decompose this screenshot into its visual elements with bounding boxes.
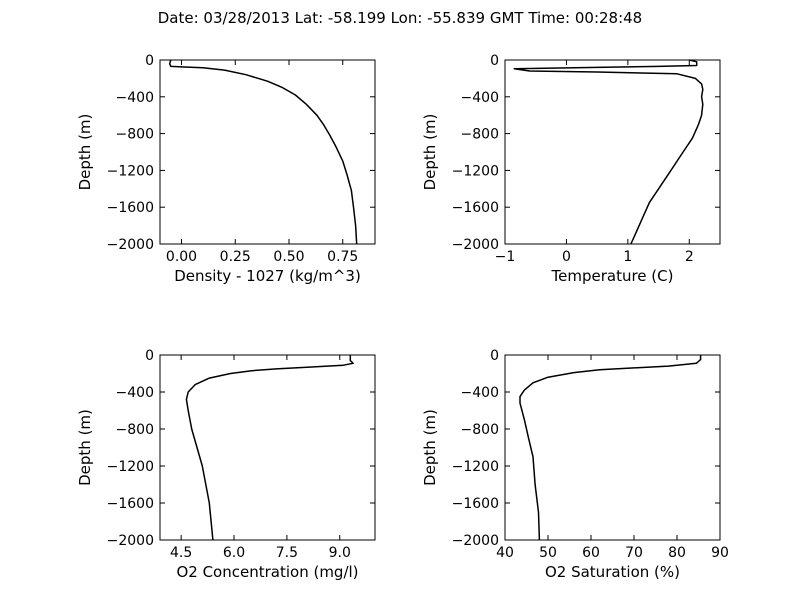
x-tick-label: 70 bbox=[625, 545, 643, 561]
y-axis-label: Depth (m) bbox=[421, 409, 439, 486]
x-tick-label: 60 bbox=[582, 545, 600, 561]
y-tick-label: −1600 bbox=[452, 200, 499, 216]
y-tick-label: −800 bbox=[461, 422, 499, 438]
y-tick-label: −1600 bbox=[107, 496, 154, 512]
subplot-1: 0.00 0.25 0.50 0.75 0 −400 −800 −1200 −1600 −2000… bbox=[76, 53, 376, 285]
y-axis-label: Depth (m) bbox=[76, 409, 94, 486]
subplot-3: 4.5 6.0 7.5 9.0 0 −400 −800 −1200 −1600 −2000 O2 C… bbox=[76, 348, 376, 581]
y-tick-label: −2000 bbox=[107, 533, 154, 549]
profile-line bbox=[185, 355, 354, 541]
axes-frame bbox=[159, 59, 376, 245]
y-tick-label: −1200 bbox=[107, 163, 154, 179]
figure-title: Date: 03/28/2013 Lat: -58.199 Lon: -55.8… bbox=[158, 9, 642, 27]
x-tick-label: 2 bbox=[685, 249, 694, 265]
y-tick-label: −2000 bbox=[452, 237, 499, 253]
y-tick-label: −800 bbox=[116, 127, 154, 143]
y-tick-label: −1200 bbox=[452, 163, 499, 179]
y-tick-label: −1200 bbox=[107, 459, 154, 475]
axes-frame bbox=[504, 59, 721, 245]
profile-line bbox=[513, 59, 704, 245]
y-tick-label: 0 bbox=[490, 348, 499, 364]
y-tick-label: 0 bbox=[145, 348, 154, 364]
y-tick-label: −800 bbox=[116, 422, 154, 438]
x-tick-label: 0 bbox=[562, 249, 571, 265]
y-tick-label: −1200 bbox=[452, 459, 499, 475]
x-tick-label: 50 bbox=[539, 545, 557, 561]
subplot-grid: 0.00 0.25 0.50 0.750−400−800−1200−1600−2000… bbox=[76, 53, 729, 581]
y-tick-label: −2000 bbox=[452, 533, 499, 549]
profile-line bbox=[168, 59, 358, 245]
y-tick-label: −400 bbox=[461, 90, 499, 106]
y-tick-label: −400 bbox=[116, 90, 154, 106]
y-tick-label: −400 bbox=[461, 385, 499, 401]
y-tick-label: −800 bbox=[461, 127, 499, 143]
x-tick-label: 1 bbox=[623, 249, 632, 265]
x-axis-label: O2 Concentration (mg/l) bbox=[176, 563, 358, 581]
x-tick-label: 9.0 bbox=[329, 545, 351, 561]
x-axis-label: O2 Saturation (%) bbox=[545, 563, 680, 581]
axes-frame bbox=[504, 354, 721, 541]
subplot-4: 40 50 60 70 80 90 0 −400 −800 −1200 −1600 −2000 O2 S… bbox=[421, 348, 729, 581]
x-tick-label: 0.00 bbox=[166, 249, 197, 265]
y-tick-label: 0 bbox=[490, 53, 499, 69]
x-tick-label: 4.5 bbox=[170, 545, 192, 561]
x-tick-label: 40 bbox=[496, 545, 514, 561]
x-tick-label: 7.5 bbox=[276, 545, 298, 561]
y-tick-label: −400 bbox=[116, 385, 154, 401]
y-tick-label: −1600 bbox=[452, 496, 499, 512]
y-axis-label: Depth (m) bbox=[76, 114, 94, 191]
x-axis-label: Temperature (C) bbox=[551, 267, 674, 285]
y-tick-label: 0 bbox=[145, 53, 154, 69]
x-tick-label: 80 bbox=[668, 545, 686, 561]
x-tick-label: 0.50 bbox=[273, 249, 304, 265]
profile-line bbox=[519, 355, 702, 541]
x-tick-label: 90 bbox=[711, 545, 729, 561]
axes-frame bbox=[159, 354, 376, 541]
subplot-2: −1 0 1 2 0 −400 −800 −1200 −1600 −2000 Temperature… bbox=[421, 53, 721, 285]
y-tick-label: −1600 bbox=[107, 200, 154, 216]
y-tick-label: −2000 bbox=[107, 237, 154, 253]
x-axis-label: Density - 1027 (kg/m^3) bbox=[174, 267, 361, 285]
x-tick-label: 0.75 bbox=[327, 249, 358, 265]
x-tick-label: −1 bbox=[495, 249, 516, 265]
y-axis-label: Depth (m) bbox=[421, 114, 439, 191]
x-tick-label: 6.0 bbox=[223, 545, 245, 561]
x-tick-label: 0.25 bbox=[220, 249, 251, 265]
